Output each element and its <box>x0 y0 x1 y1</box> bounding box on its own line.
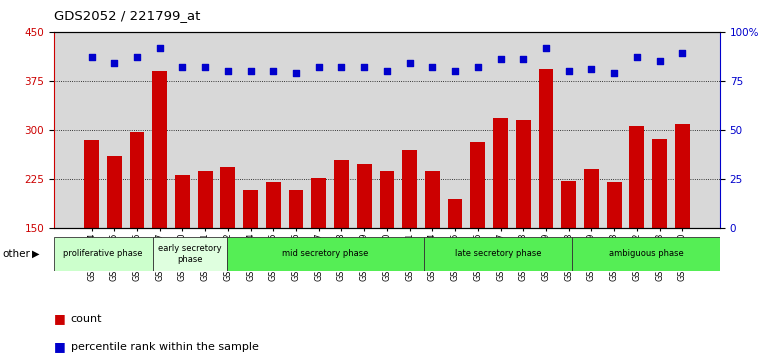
Point <box>403 61 416 66</box>
Point <box>494 57 507 62</box>
Bar <box>266 183 281 326</box>
Text: ■: ■ <box>54 312 65 325</box>
Point <box>108 61 120 66</box>
Bar <box>629 126 644 326</box>
Bar <box>447 199 463 326</box>
Point <box>176 64 189 70</box>
Bar <box>425 171 440 326</box>
Point <box>131 55 143 60</box>
Bar <box>152 237 226 271</box>
Point <box>540 45 552 50</box>
Text: other: other <box>2 249 30 259</box>
Bar <box>675 124 690 326</box>
Bar <box>402 150 417 326</box>
Bar <box>289 190 303 326</box>
Point <box>222 68 234 74</box>
Bar <box>572 237 720 271</box>
Point <box>290 70 302 76</box>
Bar <box>424 237 572 271</box>
Point <box>585 66 598 72</box>
Point <box>153 45 166 50</box>
Point <box>608 70 621 76</box>
Point <box>449 68 461 74</box>
Point <box>313 64 325 70</box>
Bar <box>107 156 122 326</box>
Point <box>631 55 643 60</box>
Bar <box>584 170 599 326</box>
Bar <box>380 171 394 326</box>
Point <box>472 64 484 70</box>
Point <box>85 55 98 60</box>
Bar <box>607 183 621 326</box>
Bar <box>538 69 554 326</box>
Text: mid secretory phase: mid secretory phase <box>282 250 368 258</box>
Bar <box>243 190 258 326</box>
Bar <box>652 139 667 326</box>
Text: count: count <box>71 314 102 324</box>
Bar <box>129 132 145 326</box>
Text: ambiguous phase: ambiguous phase <box>608 250 683 258</box>
Bar <box>54 237 152 271</box>
Bar <box>516 120 531 326</box>
Text: proliferative phase: proliferative phase <box>63 250 143 258</box>
Point <box>654 58 666 64</box>
Point <box>358 64 370 70</box>
Point <box>199 64 211 70</box>
Point <box>381 68 393 74</box>
Point <box>676 51 688 56</box>
Bar <box>493 118 508 326</box>
Point <box>244 68 256 74</box>
Point <box>427 64 439 70</box>
Bar <box>470 142 485 326</box>
Text: ■: ■ <box>54 341 65 353</box>
Bar <box>561 181 576 326</box>
Bar <box>311 178 326 326</box>
Bar <box>220 167 236 326</box>
Point <box>267 68 280 74</box>
Text: late secretory phase: late secretory phase <box>454 250 541 258</box>
Text: percentile rank within the sample: percentile rank within the sample <box>71 342 259 352</box>
Bar <box>152 71 167 326</box>
Point <box>517 57 530 62</box>
Bar <box>357 164 372 326</box>
Bar <box>84 140 99 326</box>
Text: GDS2052 / 221799_at: GDS2052 / 221799_at <box>54 9 200 22</box>
Bar <box>226 237 424 271</box>
Bar <box>334 160 349 326</box>
Text: early secretory
phase: early secretory phase <box>158 244 222 264</box>
Text: ▶: ▶ <box>32 249 40 259</box>
Point <box>563 68 575 74</box>
Point <box>335 64 347 70</box>
Bar <box>198 171 213 326</box>
Bar <box>175 175 190 326</box>
